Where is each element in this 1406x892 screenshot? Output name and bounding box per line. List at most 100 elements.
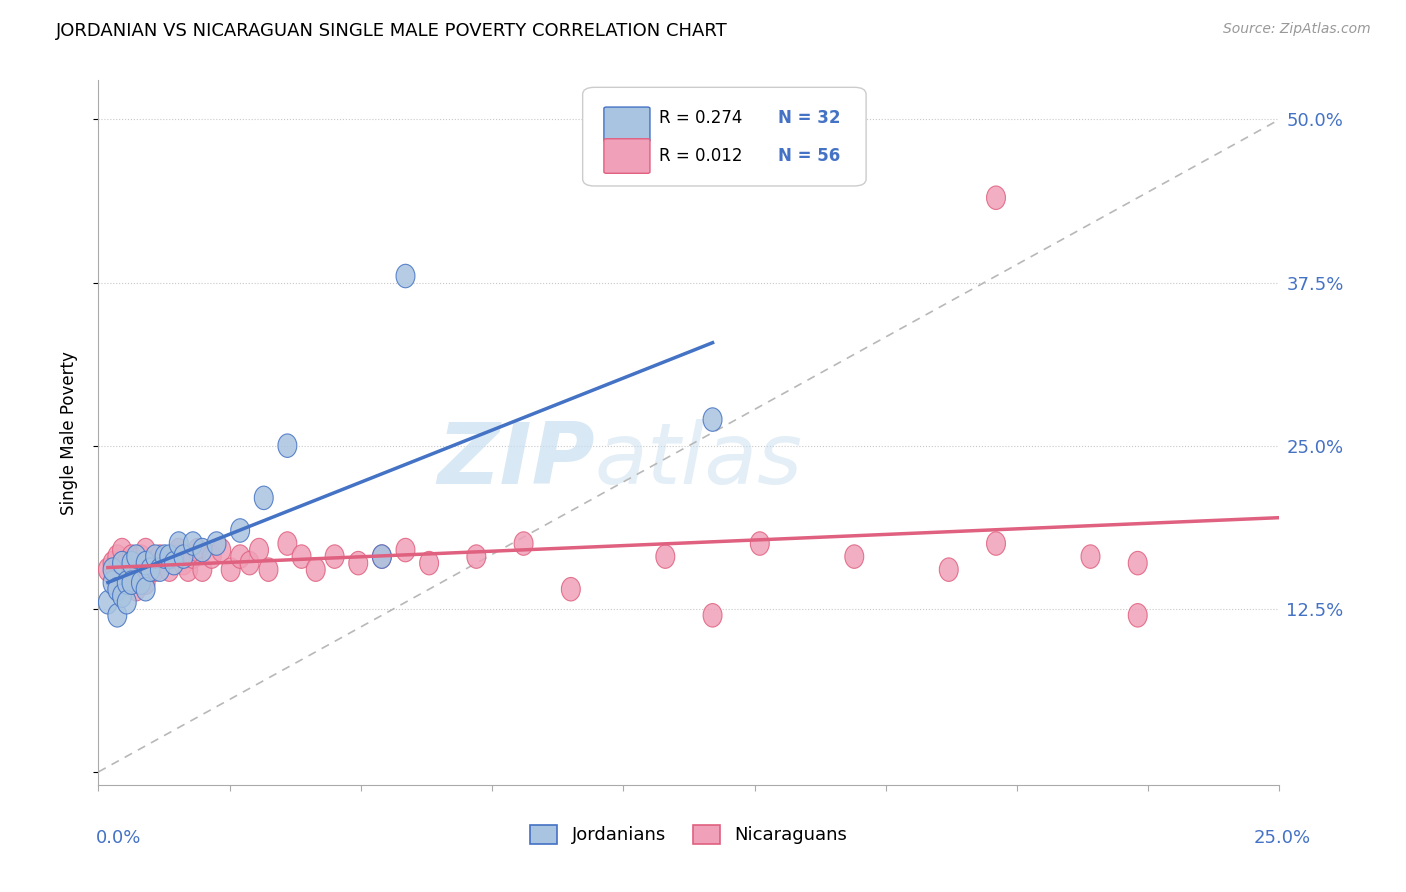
Ellipse shape [655,545,675,568]
Ellipse shape [396,539,415,562]
FancyBboxPatch shape [605,139,650,173]
Ellipse shape [278,434,297,458]
Ellipse shape [136,551,155,574]
Ellipse shape [396,264,415,288]
Ellipse shape [259,558,278,582]
Ellipse shape [150,558,169,582]
Ellipse shape [127,551,146,574]
Ellipse shape [193,558,212,582]
Ellipse shape [1081,545,1099,568]
Ellipse shape [136,539,155,562]
Ellipse shape [132,571,150,594]
Ellipse shape [254,486,273,509]
Ellipse shape [136,577,155,601]
Ellipse shape [150,545,169,568]
Ellipse shape [373,545,391,568]
Ellipse shape [207,532,226,556]
Y-axis label: Single Male Poverty: Single Male Poverty [59,351,77,515]
Ellipse shape [98,558,117,582]
Ellipse shape [103,551,122,574]
Ellipse shape [1128,604,1147,627]
Ellipse shape [108,604,127,627]
Ellipse shape [155,551,174,574]
Text: atlas: atlas [595,419,803,502]
Text: N = 56: N = 56 [778,147,839,165]
Ellipse shape [349,551,368,574]
Ellipse shape [122,551,141,574]
Ellipse shape [127,545,146,568]
Ellipse shape [467,545,486,568]
Ellipse shape [122,571,141,594]
Ellipse shape [117,591,136,614]
Ellipse shape [132,558,150,582]
Ellipse shape [117,551,136,574]
Ellipse shape [112,551,132,574]
Text: JORDANIAN VS NICARAGUAN SINGLE MALE POVERTY CORRELATION CHART: JORDANIAN VS NICARAGUAN SINGLE MALE POVE… [56,22,728,40]
Text: ZIP: ZIP [437,419,595,502]
Ellipse shape [108,545,127,568]
FancyBboxPatch shape [605,107,650,142]
Ellipse shape [231,519,250,542]
Legend: Jordanians, Nicaraguans: Jordanians, Nicaraguans [522,816,856,854]
Ellipse shape [703,408,723,432]
Ellipse shape [122,558,141,582]
Ellipse shape [183,532,202,556]
Ellipse shape [103,558,122,582]
Ellipse shape [98,591,117,614]
Ellipse shape [112,584,132,607]
Ellipse shape [179,558,198,582]
Ellipse shape [122,545,141,568]
Ellipse shape [132,545,150,568]
Ellipse shape [250,539,269,562]
Ellipse shape [141,558,160,582]
Text: N = 32: N = 32 [778,109,839,127]
Ellipse shape [188,539,207,562]
Ellipse shape [108,577,127,601]
Ellipse shape [117,571,136,594]
Ellipse shape [751,532,769,556]
Ellipse shape [160,545,179,568]
Ellipse shape [561,577,581,601]
Text: Source: ZipAtlas.com: Source: ZipAtlas.com [1223,22,1371,37]
Ellipse shape [307,558,325,582]
Ellipse shape [212,539,231,562]
Ellipse shape [160,558,179,582]
Ellipse shape [202,545,221,568]
Ellipse shape [845,545,863,568]
Text: R = 0.012: R = 0.012 [659,147,742,165]
Ellipse shape [127,577,146,601]
Ellipse shape [136,571,155,594]
Ellipse shape [325,545,344,568]
Ellipse shape [146,558,165,582]
Ellipse shape [165,545,183,568]
Ellipse shape [939,558,959,582]
Ellipse shape [419,551,439,574]
Ellipse shape [169,539,188,562]
Ellipse shape [165,551,183,574]
Ellipse shape [108,577,127,601]
Ellipse shape [292,545,311,568]
Text: R = 0.274: R = 0.274 [659,109,742,127]
Ellipse shape [112,565,132,588]
Ellipse shape [183,545,202,568]
Ellipse shape [373,545,391,568]
Ellipse shape [155,545,174,568]
Text: 0.0%: 0.0% [96,829,141,847]
Ellipse shape [278,532,297,556]
Ellipse shape [174,551,193,574]
Ellipse shape [193,539,212,562]
Ellipse shape [112,539,132,562]
FancyBboxPatch shape [582,87,866,186]
Ellipse shape [221,558,240,582]
Ellipse shape [117,571,136,594]
Ellipse shape [174,545,193,568]
Ellipse shape [703,604,723,627]
Ellipse shape [231,545,250,568]
Ellipse shape [1128,551,1147,574]
Ellipse shape [146,545,165,568]
Ellipse shape [515,532,533,556]
Ellipse shape [240,551,259,574]
Ellipse shape [103,571,122,594]
Ellipse shape [169,532,188,556]
Ellipse shape [987,532,1005,556]
